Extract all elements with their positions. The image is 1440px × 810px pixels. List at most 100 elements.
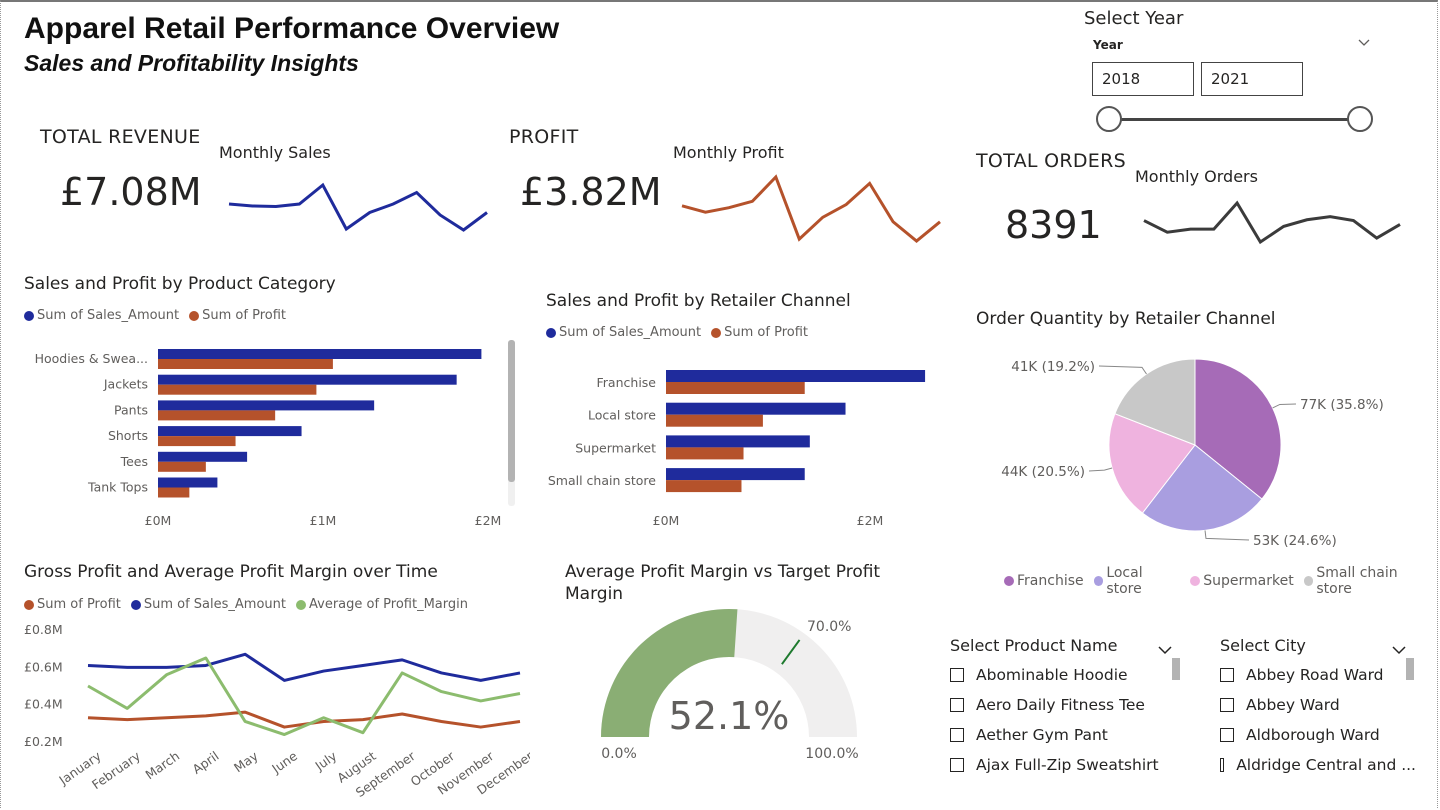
category-bar-chart[interactable]: Hoodies & Swea... Jackets Pants Shorts Tees T… bbox=[20, 335, 520, 535]
sales-bar bbox=[666, 435, 810, 448]
x-tick-label: April bbox=[190, 748, 222, 777]
chevron-down-icon[interactable] bbox=[1158, 640, 1172, 659]
sales-bar bbox=[158, 477, 218, 488]
chevron-down-icon[interactable] bbox=[1392, 640, 1406, 659]
year-slicer-title: Select Year bbox=[1084, 8, 1184, 29]
legend-franchise-dot bbox=[1004, 576, 1014, 586]
pie-leader-line bbox=[1204, 530, 1250, 541]
pie-data-label: 41K (19.2%) bbox=[1011, 359, 1095, 375]
profit-bar bbox=[158, 359, 333, 369]
gauge-target-label: 70.0% bbox=[807, 619, 851, 635]
city-list: Abbey Road Ward Abbey Ward Aldborough Wa… bbox=[1220, 660, 1416, 780]
channel-label: Franchise bbox=[597, 375, 657, 390]
checkbox[interactable] bbox=[1220, 698, 1234, 712]
series-line bbox=[87, 652, 521, 682]
gauge-min-label: 0.0% bbox=[601, 746, 637, 762]
monthly-profit-sparkline bbox=[681, 174, 941, 243]
category-label: Shorts bbox=[108, 428, 148, 443]
pie-leader-line bbox=[1272, 403, 1297, 409]
city-item[interactable]: Abbey Road Ward bbox=[1220, 660, 1416, 690]
city-item[interactable]: Abbey Ward bbox=[1220, 690, 1416, 720]
monthly-orders-sparkline bbox=[1143, 200, 1401, 245]
gauge-max-label: 100.0% bbox=[805, 746, 858, 762]
order-quantity-pie-chart[interactable]: 77K (35.8%) 53K (24.6%) 44K (20.5%) 41K (19… bbox=[990, 340, 1410, 555]
y-tick-label: £0.2M bbox=[24, 734, 63, 749]
scrollbar-thumb[interactable] bbox=[508, 340, 515, 482]
category-label: Tees bbox=[120, 454, 148, 469]
year-range-end-handle[interactable] bbox=[1347, 106, 1373, 132]
series-line bbox=[87, 710, 521, 729]
x-tick-label: £2M bbox=[857, 513, 884, 528]
revenue-value: £7.08M bbox=[60, 170, 202, 214]
legend-sales-dot bbox=[130, 599, 141, 610]
channel-label: Supermarket bbox=[575, 440, 656, 455]
city-item[interactable]: Aldridge Central and ... bbox=[1220, 750, 1416, 780]
city-item-label: Aldridge Central and ... bbox=[1236, 756, 1416, 774]
checkbox[interactable] bbox=[1220, 758, 1225, 772]
legend-label: Franchise bbox=[1017, 573, 1084, 589]
sales-bar bbox=[158, 426, 302, 437]
legend-sales-dot bbox=[24, 310, 34, 321]
profit-bar bbox=[158, 461, 206, 472]
legend-label: Local store bbox=[1106, 565, 1143, 597]
year-range-start-handle[interactable] bbox=[1096, 106, 1122, 132]
city-item-label: Abbey Ward bbox=[1246, 696, 1340, 714]
channel-label: Small chain store bbox=[548, 473, 656, 488]
year-slicer[interactable]: Select Year Year 2018 2021 bbox=[1084, 8, 1384, 138]
product-slicer[interactable]: Select Product Name Abominable Hoodie Ae… bbox=[948, 634, 1183, 794]
profit-bar bbox=[666, 447, 744, 460]
product-item[interactable]: Aero Daily Fitness Tee bbox=[950, 690, 1170, 720]
year-from-input[interactable]: 2018 bbox=[1092, 62, 1194, 96]
legend-profit-dot bbox=[189, 310, 200, 321]
legend-small-chain-dot bbox=[1303, 576, 1314, 586]
checkbox[interactable] bbox=[1220, 668, 1234, 682]
product-item[interactable]: Aether Gym Pant bbox=[950, 720, 1170, 750]
product-item[interactable]: Ajax Full-Zip Sweatshirt bbox=[950, 750, 1170, 780]
pie-slice bbox=[1194, 358, 1282, 500]
checkbox[interactable] bbox=[950, 668, 964, 682]
series-line bbox=[87, 656, 521, 737]
city-slicer-title: Select City bbox=[1220, 636, 1306, 655]
channel-chart-title: Sales and Profit by Retailer Channel bbox=[546, 291, 851, 311]
checkbox[interactable] bbox=[950, 728, 964, 742]
checkbox[interactable] bbox=[950, 758, 964, 772]
chevron-down-icon[interactable] bbox=[1358, 36, 1370, 51]
city-slicer[interactable]: Select City Abbey Road Ward Abbey Ward A… bbox=[1218, 634, 1418, 794]
profit-bar bbox=[666, 382, 805, 394]
city-item[interactable]: Aldborough Ward bbox=[1220, 720, 1416, 750]
category-label: Pants bbox=[114, 402, 148, 417]
monthly-sales-sparkline bbox=[228, 182, 488, 232]
gauge-value-arc bbox=[601, 609, 738, 737]
pie-chart-legend: Franchise Local store Supermarket Small … bbox=[1004, 565, 1440, 597]
sales-bar bbox=[158, 451, 248, 462]
category-chart-scrollbar[interactable] bbox=[508, 340, 515, 506]
x-tick-label: June bbox=[268, 748, 300, 777]
product-list-scrollbar[interactable] bbox=[1172, 658, 1180, 680]
product-item-label: Aero Daily Fitness Tee bbox=[976, 696, 1145, 714]
pie-leader-line bbox=[1088, 467, 1113, 472]
profit-label: PROFIT bbox=[509, 126, 579, 148]
channel-label: Local store bbox=[588, 408, 656, 423]
x-tick-label: May bbox=[231, 748, 261, 775]
pie-data-label: 44K (20.5%) bbox=[1001, 464, 1085, 480]
year-field-label: Year bbox=[1093, 38, 1123, 52]
product-slicer-title: Select Product Name bbox=[950, 636, 1118, 655]
checkbox[interactable] bbox=[950, 698, 964, 712]
product-item-label: Ajax Full-Zip Sweatshirt bbox=[976, 756, 1159, 774]
legend-sales-dot bbox=[546, 327, 556, 338]
product-item-label: Aether Gym Pant bbox=[976, 726, 1108, 744]
checkbox[interactable] bbox=[1220, 728, 1234, 742]
pie-slice bbox=[1141, 444, 1263, 532]
year-to-input[interactable]: 2021 bbox=[1201, 62, 1303, 96]
channel-bar-chart[interactable]: Franchise Local store Supermarket Small cha… bbox=[540, 355, 940, 535]
product-item-label: Abominable Hoodie bbox=[976, 666, 1128, 684]
city-list-scrollbar[interactable] bbox=[1406, 658, 1414, 680]
sales-bar bbox=[666, 402, 846, 415]
product-item[interactable]: Abominable Hoodie bbox=[950, 660, 1170, 690]
sparkline-path bbox=[1143, 200, 1401, 245]
x-tick-label: July bbox=[312, 748, 340, 774]
year-range-track[interactable] bbox=[1110, 118, 1360, 121]
profit-margin-gauge[interactable]: 70.0% 52.1% 0.0% 100.0% bbox=[585, 605, 885, 775]
profit-bar bbox=[666, 414, 763, 427]
